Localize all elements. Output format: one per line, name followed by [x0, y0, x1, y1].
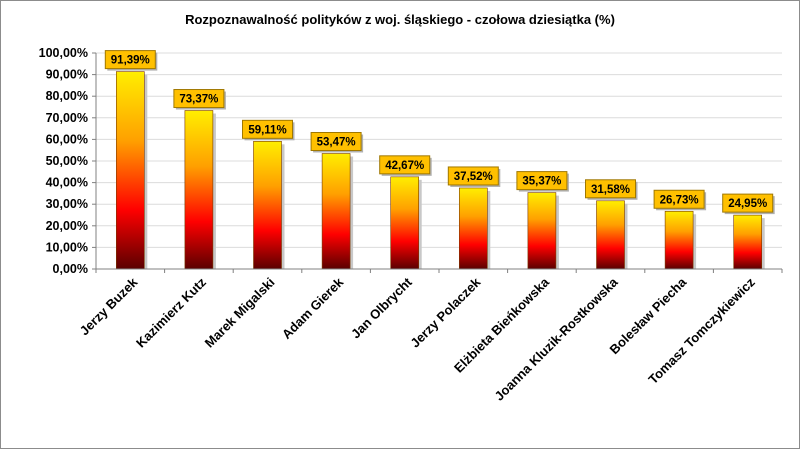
bar: [733, 214, 763, 270]
data-label: 31,58%: [591, 184, 630, 196]
chart-title: Rozpoznawalność polityków z woj. śląskie…: [185, 12, 615, 27]
x-tick-label: Adam Gierek: [279, 274, 347, 342]
data-label-box: [173, 89, 225, 109]
data-label: 26,73%: [660, 194, 699, 206]
bar: [184, 110, 214, 270]
y-tick-label: 80,00%: [46, 89, 88, 103]
data-label: 35,37%: [522, 176, 561, 188]
data-label-box: [722, 193, 774, 213]
x-tick-label: Marek Migalski: [202, 275, 278, 351]
data-label-box: [242, 119, 293, 139]
bar: [458, 187, 488, 270]
y-tick-label: 30,00%: [46, 197, 88, 211]
y-tick-label: 60,00%: [46, 132, 88, 146]
bars: [116, 71, 765, 270]
data-label: 73,37%: [179, 94, 218, 106]
data-label-box: [104, 50, 156, 70]
data-label: 24,95%: [728, 198, 767, 210]
y-tick-label: 100,00%: [39, 46, 88, 60]
y-tick-label: 70,00%: [46, 111, 88, 125]
bar: [116, 71, 145, 270]
bar: [321, 153, 351, 270]
y-axis: 0,00% 10,00% 20,00% 30,00% 40,00% 50,00% 60,00…: [39, 46, 97, 276]
bar: [596, 200, 625, 270]
y-tick-label: 20,00%: [46, 219, 88, 233]
bar: [253, 141, 282, 270]
x-tick-label: Jan Olbrycht: [348, 274, 415, 341]
bar: [664, 210, 694, 270]
data-label-box: [379, 155, 431, 175]
data-label: 42,67%: [385, 160, 424, 172]
y-tick-label: 10,00%: [46, 240, 88, 254]
x-tick-label: Kazimierz Kutz: [133, 274, 209, 350]
data-label: 59,11%: [248, 124, 286, 136]
y-tick-label: 40,00%: [46, 176, 88, 190]
x-tick-label: Joanna Kluzik-Rostkowska: [491, 274, 621, 404]
x-tick-label: Jerzy Buzek: [77, 274, 141, 338]
data-label: 37,52%: [454, 171, 493, 183]
data-label-box: [310, 132, 362, 152]
data-label: 53,47%: [317, 137, 356, 149]
x-tick-label: Jerzy Polaczek: [407, 274, 484, 351]
data-label: 91,39%: [111, 55, 150, 67]
data-label-box: [447, 166, 499, 186]
y-tick-label: 90,00%: [46, 68, 88, 82]
data-labels: 91,39% 73,37% 59,11% 53,47% 42,67% 37,52% 35,3…: [104, 50, 775, 215]
y-tick-label: 0,00%: [53, 262, 88, 276]
bar: [527, 192, 557, 270]
y-tick-label: 50,00%: [46, 154, 88, 168]
bar: [390, 176, 420, 270]
data-label-box: [653, 189, 705, 209]
data-label-box: [516, 171, 568, 191]
data-label-box: [585, 179, 636, 199]
